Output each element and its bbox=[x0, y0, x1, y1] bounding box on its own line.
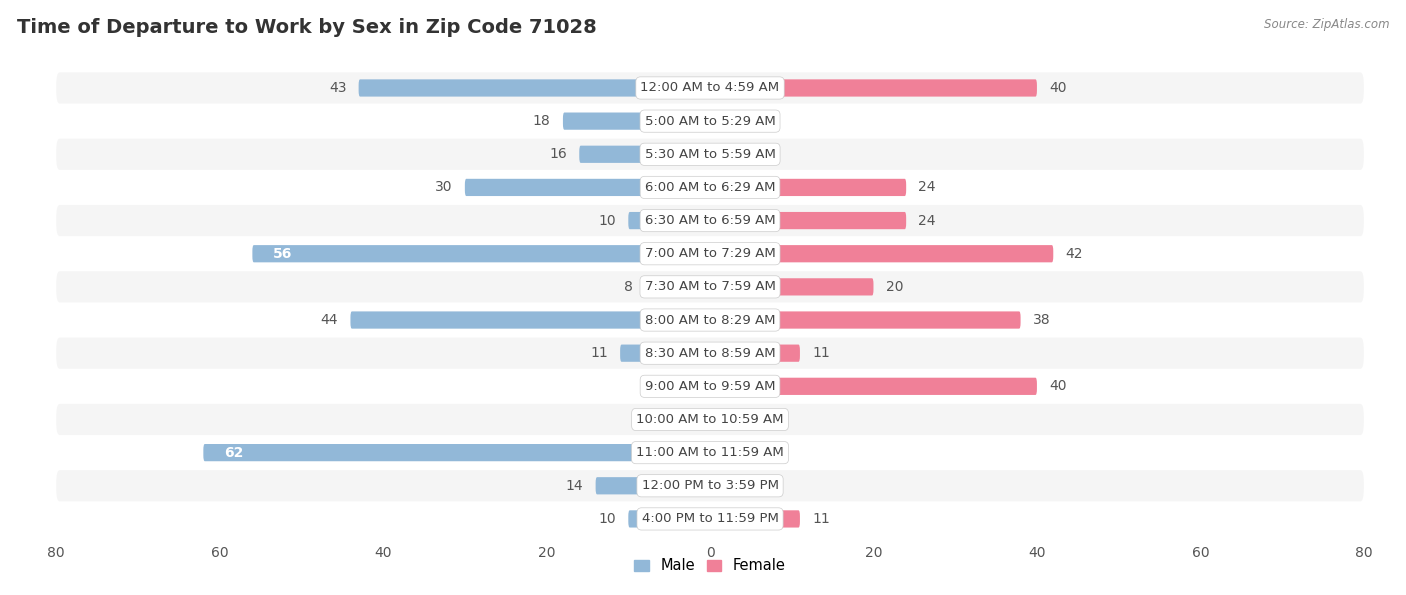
Text: 40: 40 bbox=[1049, 380, 1067, 393]
Text: 8:00 AM to 8:29 AM: 8:00 AM to 8:29 AM bbox=[645, 314, 775, 327]
Text: 44: 44 bbox=[321, 313, 339, 327]
FancyBboxPatch shape bbox=[56, 139, 1364, 170]
Text: Time of Departure to Work by Sex in Zip Code 71028: Time of Departure to Work by Sex in Zip … bbox=[17, 18, 596, 37]
Text: 18: 18 bbox=[533, 114, 551, 128]
FancyBboxPatch shape bbox=[562, 112, 710, 130]
Text: 12:00 AM to 4:59 AM: 12:00 AM to 4:59 AM bbox=[641, 82, 779, 95]
Text: 9:00 AM to 9:59 AM: 9:00 AM to 9:59 AM bbox=[645, 380, 775, 393]
Text: 40: 40 bbox=[1049, 81, 1067, 95]
FancyBboxPatch shape bbox=[56, 305, 1364, 336]
Text: 10:00 AM to 10:59 AM: 10:00 AM to 10:59 AM bbox=[637, 413, 783, 426]
FancyBboxPatch shape bbox=[465, 179, 710, 196]
Text: 5:00 AM to 5:29 AM: 5:00 AM to 5:29 AM bbox=[645, 115, 775, 127]
FancyBboxPatch shape bbox=[56, 337, 1364, 369]
FancyBboxPatch shape bbox=[56, 503, 1364, 534]
Text: 20: 20 bbox=[886, 280, 903, 294]
Text: 38: 38 bbox=[1033, 313, 1050, 327]
Text: 14: 14 bbox=[565, 479, 583, 493]
FancyBboxPatch shape bbox=[56, 105, 1364, 137]
Text: Source: ZipAtlas.com: Source: ZipAtlas.com bbox=[1264, 18, 1389, 31]
Text: 24: 24 bbox=[918, 180, 936, 195]
Legend: Male, Female: Male, Female bbox=[628, 553, 792, 580]
Text: 10: 10 bbox=[599, 214, 616, 227]
Text: 5:30 AM to 5:59 AM: 5:30 AM to 5:59 AM bbox=[644, 148, 776, 161]
Text: 7:00 AM to 7:29 AM: 7:00 AM to 7:29 AM bbox=[645, 248, 775, 260]
FancyBboxPatch shape bbox=[710, 278, 873, 296]
FancyBboxPatch shape bbox=[596, 477, 710, 494]
FancyBboxPatch shape bbox=[710, 179, 905, 196]
FancyBboxPatch shape bbox=[359, 79, 710, 96]
FancyBboxPatch shape bbox=[710, 378, 1038, 395]
Text: 62: 62 bbox=[224, 446, 243, 459]
Text: 0: 0 bbox=[689, 380, 697, 393]
Text: 7:30 AM to 7:59 AM: 7:30 AM to 7:59 AM bbox=[644, 280, 776, 293]
FancyBboxPatch shape bbox=[710, 311, 1021, 328]
Text: 4:00 PM to 11:59 PM: 4:00 PM to 11:59 PM bbox=[641, 512, 779, 525]
FancyBboxPatch shape bbox=[710, 79, 1038, 96]
FancyBboxPatch shape bbox=[710, 212, 905, 229]
FancyBboxPatch shape bbox=[579, 146, 710, 163]
FancyBboxPatch shape bbox=[56, 205, 1364, 236]
Text: 56: 56 bbox=[273, 247, 292, 261]
Text: 6:30 AM to 6:59 AM: 6:30 AM to 6:59 AM bbox=[645, 214, 775, 227]
Text: 11: 11 bbox=[591, 346, 607, 360]
Text: 11: 11 bbox=[813, 512, 830, 526]
Text: 11:00 AM to 11:59 AM: 11:00 AM to 11:59 AM bbox=[636, 446, 785, 459]
Text: 11: 11 bbox=[813, 346, 830, 360]
FancyBboxPatch shape bbox=[56, 437, 1364, 468]
Text: 0: 0 bbox=[689, 412, 697, 427]
Text: 43: 43 bbox=[329, 81, 346, 95]
FancyBboxPatch shape bbox=[620, 345, 710, 362]
Text: 42: 42 bbox=[1066, 247, 1083, 261]
FancyBboxPatch shape bbox=[644, 278, 710, 296]
Text: 0: 0 bbox=[723, 446, 731, 459]
Text: 6: 6 bbox=[772, 148, 780, 161]
FancyBboxPatch shape bbox=[56, 271, 1364, 302]
Text: 6:00 AM to 6:29 AM: 6:00 AM to 6:29 AM bbox=[645, 181, 775, 194]
FancyBboxPatch shape bbox=[710, 477, 759, 494]
Text: 10: 10 bbox=[599, 512, 616, 526]
FancyBboxPatch shape bbox=[204, 444, 710, 461]
FancyBboxPatch shape bbox=[56, 172, 1364, 203]
Text: 12:00 PM to 3:59 PM: 12:00 PM to 3:59 PM bbox=[641, 480, 779, 492]
FancyBboxPatch shape bbox=[628, 511, 710, 528]
FancyBboxPatch shape bbox=[56, 73, 1364, 104]
FancyBboxPatch shape bbox=[56, 404, 1364, 435]
FancyBboxPatch shape bbox=[56, 470, 1364, 502]
FancyBboxPatch shape bbox=[252, 245, 710, 262]
FancyBboxPatch shape bbox=[710, 146, 759, 163]
Text: 0: 0 bbox=[723, 114, 731, 128]
FancyBboxPatch shape bbox=[710, 511, 800, 528]
Text: 16: 16 bbox=[550, 148, 567, 161]
Text: 8: 8 bbox=[623, 280, 633, 294]
FancyBboxPatch shape bbox=[350, 311, 710, 328]
Text: 6: 6 bbox=[772, 479, 780, 493]
Text: 24: 24 bbox=[918, 214, 936, 227]
FancyBboxPatch shape bbox=[710, 345, 800, 362]
FancyBboxPatch shape bbox=[628, 212, 710, 229]
FancyBboxPatch shape bbox=[710, 245, 1053, 262]
FancyBboxPatch shape bbox=[56, 371, 1364, 402]
Text: 0: 0 bbox=[723, 412, 731, 427]
Text: 8:30 AM to 8:59 AM: 8:30 AM to 8:59 AM bbox=[645, 347, 775, 359]
Text: 30: 30 bbox=[434, 180, 453, 195]
FancyBboxPatch shape bbox=[56, 238, 1364, 270]
